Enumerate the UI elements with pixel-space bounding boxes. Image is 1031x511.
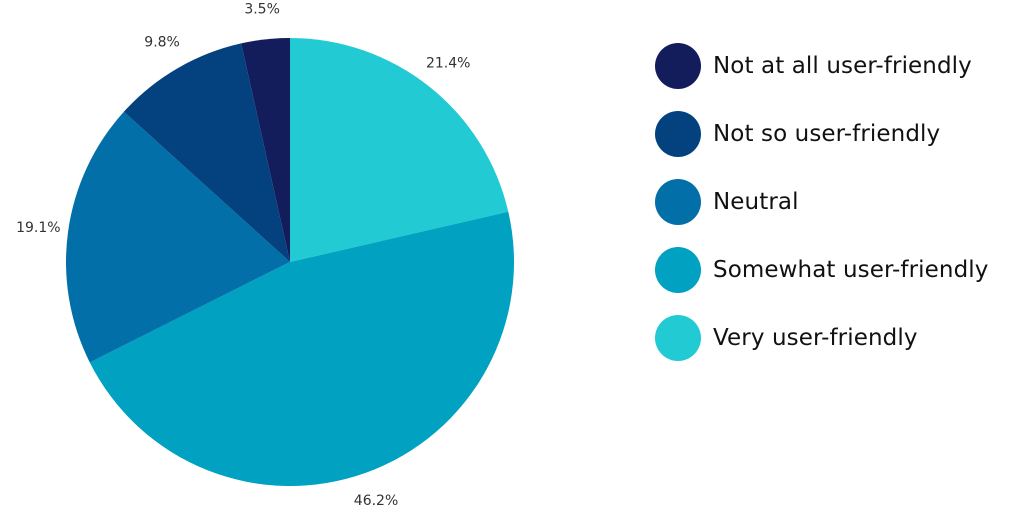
legend-item-not-so-user-friendly: Not so user-friendly [655, 111, 1025, 157]
pie-value-label-not-at-all-user-friendly: 3.5% [244, 2, 280, 18]
pie-value-label-very-user-friendly: 21.4% [426, 55, 470, 71]
legend-label: Not at all user-friendly [713, 53, 972, 79]
legend-label: Somewhat user-friendly [713, 257, 989, 283]
legend-swatch [655, 247, 701, 293]
pie-slice-somewhat-user-friendly [89, 211, 515, 487]
legend-item-not-at-all-user-friendly: Not at all user-friendly [655, 43, 1025, 89]
legend-label: Not so user-friendly [713, 121, 941, 147]
chart-legend: Not at all user-friendly Not so user-frie… [655, 43, 1025, 383]
pie-slice-very-user-friendly [290, 38, 509, 262]
legend-label: Neutral [713, 189, 799, 215]
pie-slice-not-so-user-friendly [123, 43, 290, 262]
pie-value-label-neutral: 19.1% [16, 220, 60, 236]
pie-value-label-somewhat-user-friendly: 46.2% [354, 493, 398, 509]
pie-slice-not-at-all-user-friendly [241, 38, 290, 262]
pie-slices [65, 38, 515, 487]
legend-item-neutral: Neutral [655, 179, 1025, 225]
legend-swatch [655, 179, 701, 225]
legend-swatch [655, 111, 701, 157]
pie-slice-neutral [65, 111, 291, 363]
legend-swatch [655, 43, 701, 89]
legend-item-very-user-friendly: Very user-friendly [655, 315, 1025, 361]
legend-label: Very user-friendly [713, 325, 918, 351]
pie-value-labels: 21.4% 46.2% 19.1% 9.8% 3.5% [16, 2, 470, 509]
pie-value-label-not-so-user-friendly: 9.8% [144, 35, 180, 51]
legend-swatch [655, 315, 701, 361]
pie-chart: 21.4% 46.2% 19.1% 9.8% 3.5% [16, 2, 515, 509]
legend-item-somewhat-user-friendly: Somewhat user-friendly [655, 247, 1025, 293]
